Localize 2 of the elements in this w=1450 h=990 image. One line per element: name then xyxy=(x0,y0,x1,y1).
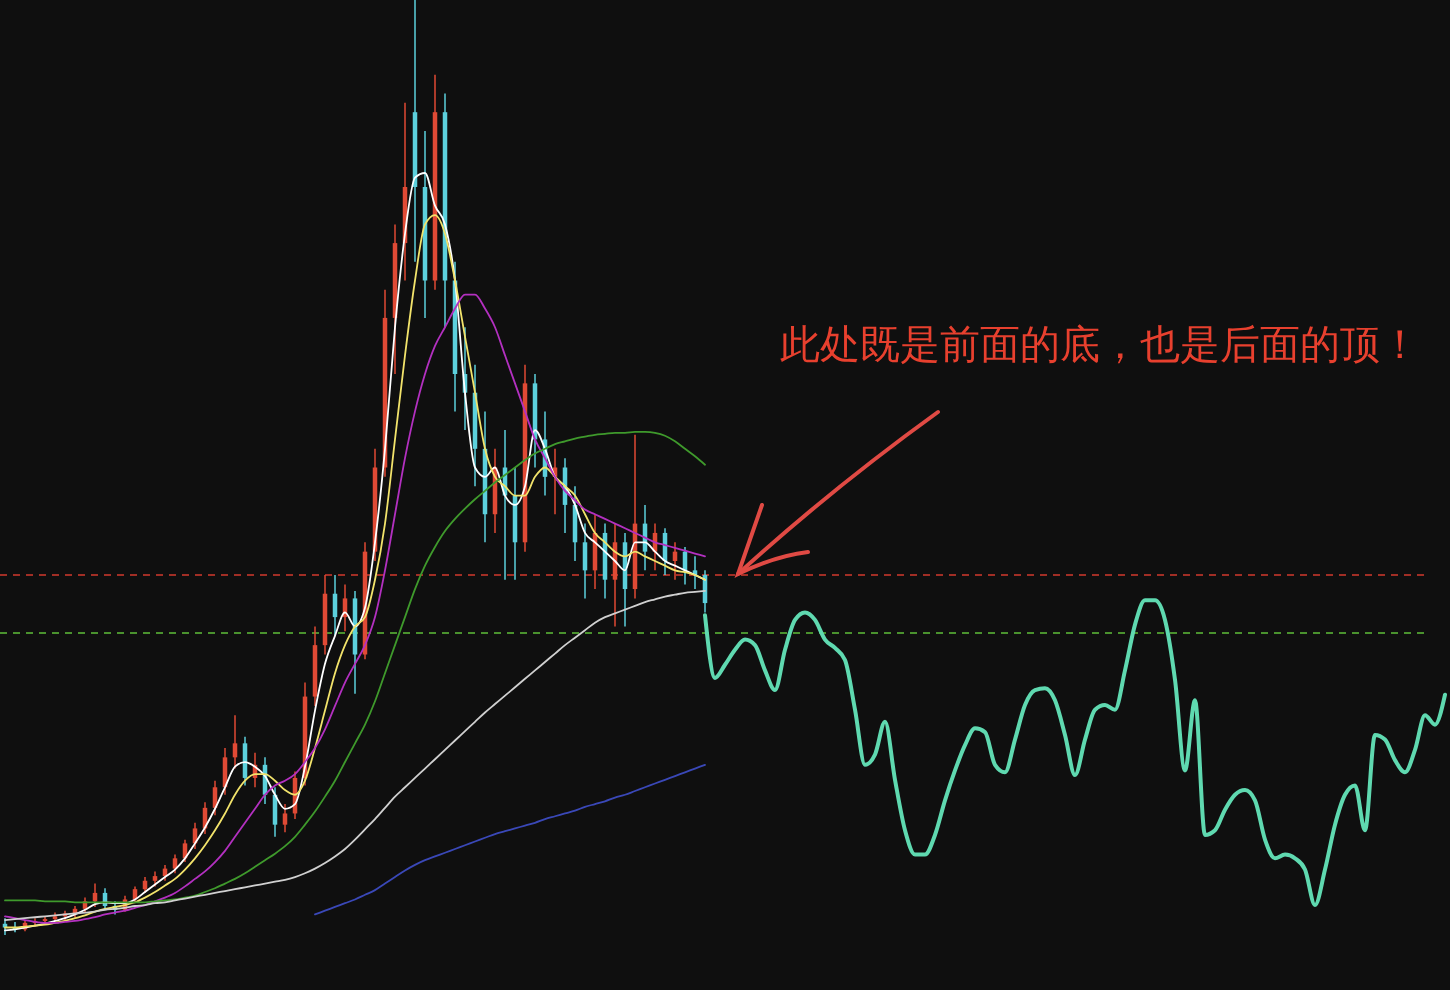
annotation: 此处既是前面的底，也是后面的顶！ xyxy=(780,321,1420,367)
candlestick xyxy=(282,803,288,833)
